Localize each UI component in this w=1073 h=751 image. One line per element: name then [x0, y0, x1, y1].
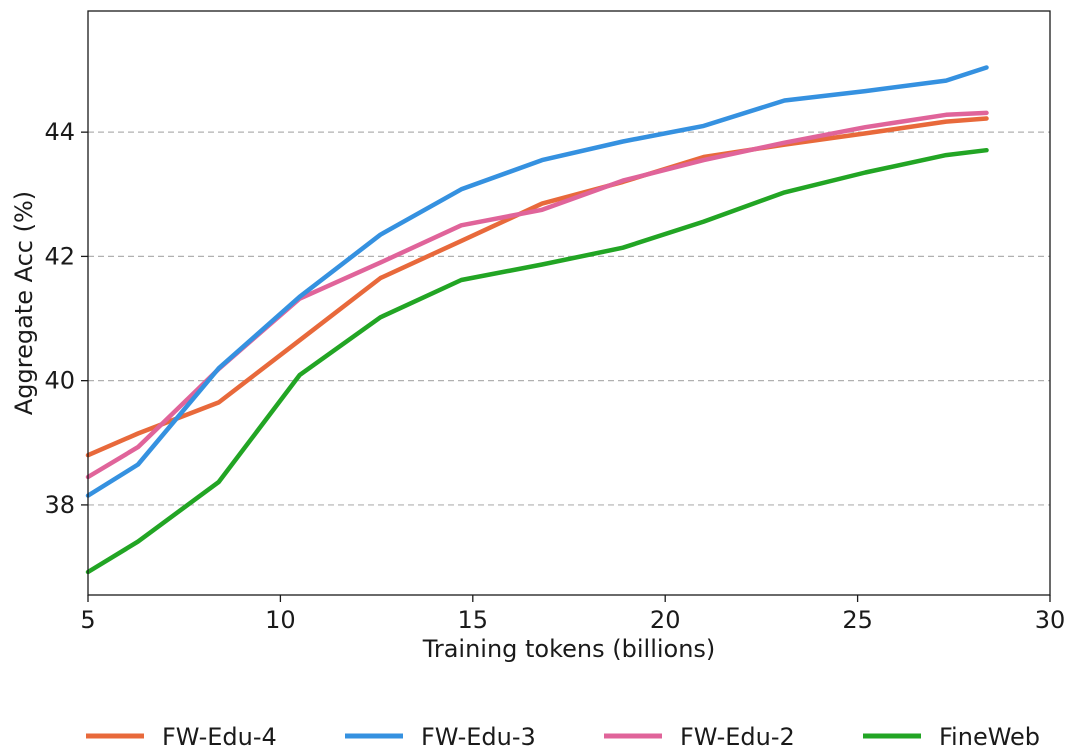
plot-series	[85, 65, 989, 575]
x-tick-label: 15	[458, 606, 489, 634]
x-tick-label: 25	[842, 606, 873, 634]
x-tick-label: 20	[650, 606, 681, 634]
legend: FW-Edu-4 FW-Edu-3 FW-Edu-2 FineWeb	[86, 723, 1040, 751]
legend-item: FineWeb	[863, 723, 1040, 751]
y-tick-label: 38	[44, 491, 75, 519]
plot-frame	[87, 10, 1051, 596]
x-axis-label: Training tokens (billions)	[422, 635, 716, 663]
y-tick-label: 42	[44, 242, 75, 270]
x-tick-label: 30	[1035, 606, 1066, 634]
legend-label: FW-Edu-3	[421, 723, 536, 751]
x-axis-ticks: 5 10 15 20 25 30	[80, 595, 1065, 634]
y-axis-label: Aggregate Acc (%)	[10, 191, 38, 415]
y-tick-label: 40	[44, 367, 75, 395]
x-tick-label: 10	[265, 606, 296, 634]
legend-item: FW-Edu-3	[345, 723, 536, 751]
legend-item: FW-Edu-2	[604, 723, 795, 751]
grid-lines	[88, 131, 1050, 506]
legend-label: FW-Edu-4	[162, 723, 277, 751]
legend-label: FineWeb	[939, 723, 1040, 751]
series-line-fw-edu-3	[85, 65, 989, 498]
y-tick-label: 44	[44, 118, 75, 146]
y-axis-ticks: 38 40 42 44	[44, 118, 88, 519]
series-line-fw-edu-2	[85, 110, 989, 480]
x-tick-label: 5	[80, 606, 95, 634]
series-line-fw-edu-4	[85, 116, 989, 458]
legend-label: FW-Edu-2	[680, 723, 795, 751]
series-line-fineweb	[85, 147, 989, 575]
legend-item: FW-Edu-4	[86, 723, 277, 751]
